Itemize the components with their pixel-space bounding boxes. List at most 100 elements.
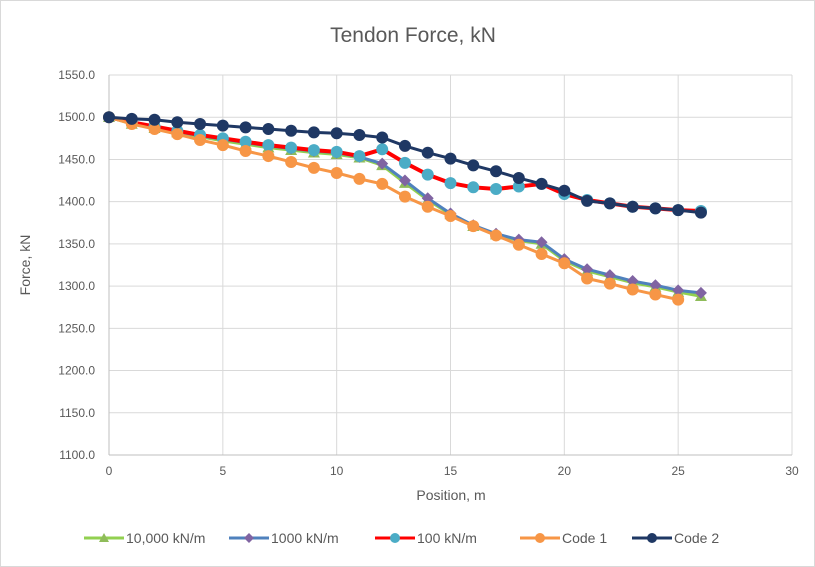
data-point bbox=[125, 112, 138, 125]
data-point bbox=[353, 150, 366, 163]
data-point bbox=[103, 111, 115, 124]
data-point bbox=[330, 145, 343, 158]
x-axis-ticks: 0 5 10 15 20 25 30 bbox=[106, 464, 799, 478]
data-point bbox=[626, 283, 639, 296]
data-point bbox=[239, 135, 252, 148]
y-axis-label: Force, kN bbox=[17, 235, 33, 296]
data-point bbox=[239, 121, 252, 134]
data-point bbox=[512, 180, 525, 193]
data-point bbox=[603, 269, 616, 282]
data-point bbox=[285, 155, 298, 168]
data-point bbox=[694, 206, 707, 219]
data-point bbox=[467, 181, 480, 194]
data-point bbox=[262, 150, 275, 163]
y-tick-label: 1200.0 bbox=[58, 364, 95, 378]
y-tick-label: 1400.0 bbox=[58, 195, 95, 209]
data-point bbox=[535, 177, 548, 190]
legend-marker bbox=[99, 533, 109, 542]
data-point bbox=[535, 236, 548, 249]
y-tick-label: 1100.0 bbox=[59, 448, 95, 462]
legend-item: Code 1 bbox=[520, 530, 607, 546]
data-point bbox=[171, 116, 184, 129]
x-tick-label: 0 bbox=[106, 464, 113, 478]
data-point bbox=[467, 159, 480, 172]
x-tick-label: 10 bbox=[330, 464, 344, 478]
data-point bbox=[376, 177, 389, 190]
data-point bbox=[649, 202, 662, 215]
data-point bbox=[512, 238, 525, 251]
data-point bbox=[307, 126, 320, 139]
y-tick-label: 1250.0 bbox=[58, 321, 95, 335]
legend-marker bbox=[647, 533, 657, 543]
data-point bbox=[398, 139, 411, 152]
data-point bbox=[421, 146, 434, 159]
legend: 10,000 kN/m 1000 kN/m 100 kN/m Code 1 Code 2 bbox=[84, 530, 719, 546]
data-point bbox=[512, 172, 525, 185]
x-tick-label: 25 bbox=[671, 464, 685, 478]
data-point bbox=[603, 277, 616, 290]
data-point bbox=[490, 229, 503, 242]
data-point bbox=[353, 128, 366, 141]
data-point bbox=[649, 288, 662, 301]
legend-marker bbox=[390, 533, 400, 543]
y-tick-label: 1350.0 bbox=[58, 237, 95, 251]
data-point bbox=[558, 257, 571, 270]
data-point bbox=[535, 248, 548, 261]
y-tick-label: 1150.0 bbox=[59, 406, 95, 420]
chart-title: Tendon Force, kN bbox=[330, 24, 496, 47]
data-point bbox=[490, 165, 503, 178]
data-point bbox=[330, 127, 343, 140]
data-point bbox=[398, 190, 411, 203]
data-point bbox=[581, 272, 594, 285]
data-point bbox=[307, 161, 320, 174]
data-point bbox=[262, 139, 275, 152]
data-point bbox=[649, 279, 662, 292]
y-tick-label: 1300.0 bbox=[58, 279, 95, 293]
legend-label: 100 kN/m bbox=[417, 530, 477, 546]
x-axis-label: Position, m bbox=[416, 487, 485, 503]
x-tick-label: 15 bbox=[444, 464, 458, 478]
data-point bbox=[672, 204, 685, 217]
data-point bbox=[558, 184, 571, 197]
y-tick-label: 1450.0 bbox=[58, 152, 95, 166]
legend-label: 1000 kN/m bbox=[271, 530, 339, 546]
data-point bbox=[171, 128, 184, 141]
data-point bbox=[398, 174, 411, 187]
legend-marker bbox=[244, 533, 254, 543]
data-point bbox=[626, 200, 639, 213]
data-point bbox=[672, 284, 685, 297]
legend-item: Code 2 bbox=[632, 530, 719, 546]
data-point bbox=[626, 275, 639, 288]
data-point bbox=[581, 194, 594, 207]
legend-item: 1000 kN/m bbox=[229, 530, 339, 546]
data-point bbox=[490, 183, 503, 195]
series-code-2 bbox=[103, 111, 707, 219]
data-point bbox=[285, 124, 298, 137]
x-tick-label: 5 bbox=[219, 464, 226, 478]
data-point bbox=[398, 156, 411, 169]
data-point bbox=[376, 157, 389, 170]
data-point bbox=[421, 168, 434, 181]
data-point bbox=[285, 141, 298, 154]
legend-marker bbox=[535, 533, 545, 543]
data-point bbox=[148, 123, 161, 136]
data-point bbox=[444, 210, 457, 223]
data-point bbox=[307, 144, 320, 157]
y-tick-label: 1500.0 bbox=[58, 110, 95, 124]
data-point bbox=[603, 197, 616, 210]
data-point bbox=[239, 145, 252, 157]
data-point bbox=[216, 119, 229, 132]
data-point bbox=[694, 286, 707, 299]
x-tick-label: 30 bbox=[785, 464, 799, 478]
data-point bbox=[444, 152, 457, 165]
gridlines bbox=[108, 74, 793, 456]
data-point bbox=[148, 113, 161, 126]
data-point bbox=[421, 200, 434, 213]
y-tick-label: 1550.0 bbox=[58, 68, 95, 82]
data-point bbox=[467, 220, 480, 233]
data-point bbox=[194, 117, 207, 130]
data-point bbox=[216, 139, 229, 152]
legend-item: 100 kN/m bbox=[375, 530, 477, 546]
y-axis-ticks: 1100.0 1150.0 1200.0 1250.0 1300.0 1350.0 1400… bbox=[58, 68, 95, 462]
